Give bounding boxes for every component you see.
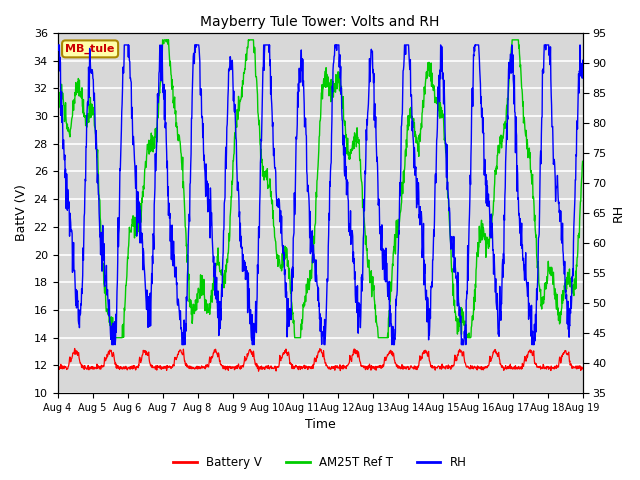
X-axis label: Time: Time [305, 419, 335, 432]
Text: MB_tule: MB_tule [65, 44, 115, 54]
Y-axis label: BattV (V): BattV (V) [15, 185, 28, 241]
Title: Mayberry Tule Tower: Volts and RH: Mayberry Tule Tower: Volts and RH [200, 15, 440, 29]
Legend: Battery V, AM25T Ref T, RH: Battery V, AM25T Ref T, RH [169, 452, 471, 474]
Y-axis label: RH: RH [612, 204, 625, 222]
